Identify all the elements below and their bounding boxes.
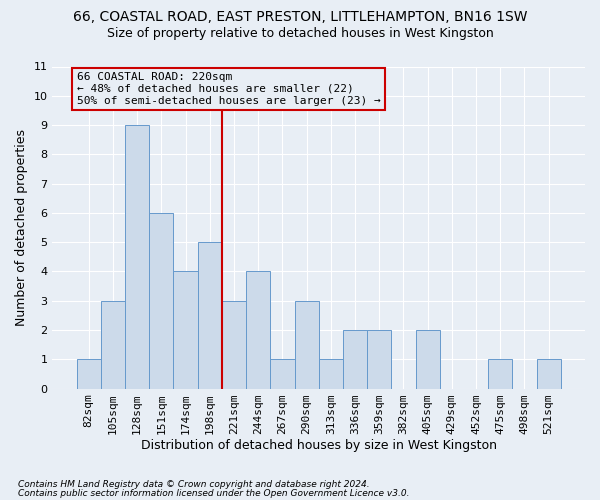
Bar: [125, 125, 149, 388]
X-axis label: Distribution of detached houses by size in West Kingston: Distribution of detached houses by size …: [141, 440, 497, 452]
Bar: [536, 360, 561, 388]
Bar: [222, 300, 246, 388]
Text: Size of property relative to detached houses in West Kingston: Size of property relative to detached ho…: [107, 28, 493, 40]
Bar: [319, 360, 343, 388]
Bar: [295, 300, 319, 388]
Bar: [197, 242, 222, 388]
Bar: [149, 213, 173, 388]
Bar: [343, 330, 367, 388]
Bar: [101, 300, 125, 388]
Bar: [367, 330, 391, 388]
Text: Contains HM Land Registry data © Crown copyright and database right 2024.: Contains HM Land Registry data © Crown c…: [18, 480, 370, 489]
Text: 66, COASTAL ROAD, EAST PRESTON, LITTLEHAMPTON, BN16 1SW: 66, COASTAL ROAD, EAST PRESTON, LITTLEHA…: [73, 10, 527, 24]
Bar: [488, 360, 512, 388]
Bar: [270, 360, 295, 388]
Bar: [416, 330, 440, 388]
Bar: [246, 272, 270, 388]
Y-axis label: Number of detached properties: Number of detached properties: [15, 129, 28, 326]
Text: 66 COASTAL ROAD: 220sqm
← 48% of detached houses are smaller (22)
50% of semi-de: 66 COASTAL ROAD: 220sqm ← 48% of detache…: [77, 72, 380, 106]
Bar: [77, 360, 101, 388]
Text: Contains public sector information licensed under the Open Government Licence v3: Contains public sector information licen…: [18, 488, 409, 498]
Bar: [173, 272, 197, 388]
